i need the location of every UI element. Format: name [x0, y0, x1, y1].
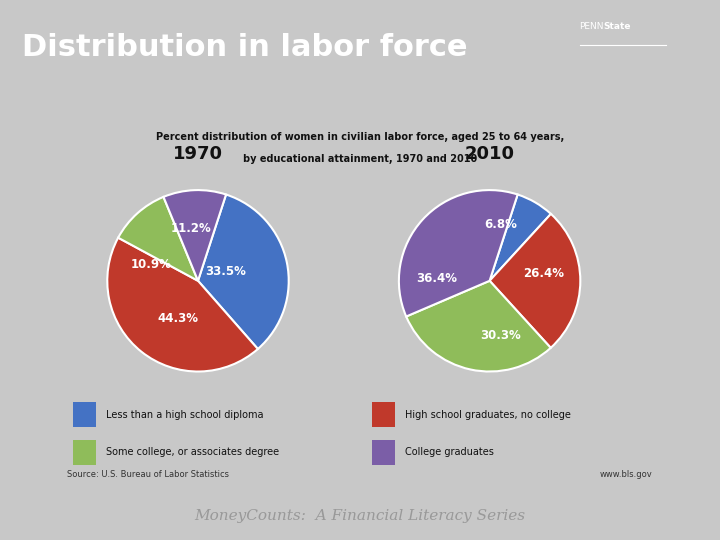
Text: Some college, or associates degree: Some college, or associates degree [106, 447, 279, 457]
Bar [372, 440, 395, 464]
Text: by educational attainment, 1970 and 2010: by educational attainment, 1970 and 2010 [243, 154, 477, 164]
Text: 36.4%: 36.4% [416, 273, 457, 286]
Text: 33.5%: 33.5% [204, 265, 246, 278]
Text: 30.3%: 30.3% [480, 329, 521, 342]
Text: Percent distribution of women in civilian labor force, aged 25 to 64 years,: Percent distribution of women in civilia… [156, 132, 564, 143]
Text: College graduates: College graduates [405, 447, 494, 457]
Wedge shape [118, 197, 198, 281]
Text: 44.3%: 44.3% [158, 313, 199, 326]
Wedge shape [399, 190, 518, 316]
Text: PENN: PENN [580, 22, 604, 31]
Text: MoneyCounts:  A Financial Literacy Series: MoneyCounts: A Financial Literacy Series [194, 509, 526, 523]
Text: 26.4%: 26.4% [523, 267, 564, 280]
Text: High school graduates, no college: High school graduates, no college [405, 410, 571, 420]
Bar [73, 402, 96, 427]
Text: Less than a high school diploma: Less than a high school diploma [106, 410, 264, 420]
Wedge shape [198, 194, 289, 349]
Bar [372, 402, 395, 427]
Title: 1970: 1970 [173, 145, 223, 163]
Wedge shape [163, 190, 226, 281]
Text: 10.9%: 10.9% [130, 258, 171, 271]
Wedge shape [490, 194, 551, 281]
Wedge shape [490, 214, 580, 348]
Text: 6.8%: 6.8% [484, 218, 517, 231]
Text: Distribution in labor force: Distribution in labor force [22, 33, 467, 62]
Wedge shape [107, 238, 258, 372]
Text: 11.2%: 11.2% [171, 222, 211, 235]
Bar [73, 440, 96, 464]
Wedge shape [406, 281, 551, 372]
Text: Source: U.S. Bureau of Labor Statistics: Source: U.S. Bureau of Labor Statistics [67, 470, 229, 479]
Text: www.bls.gov: www.bls.gov [600, 470, 653, 479]
Title: 2010: 2010 [464, 145, 515, 163]
Text: State: State [603, 22, 631, 31]
